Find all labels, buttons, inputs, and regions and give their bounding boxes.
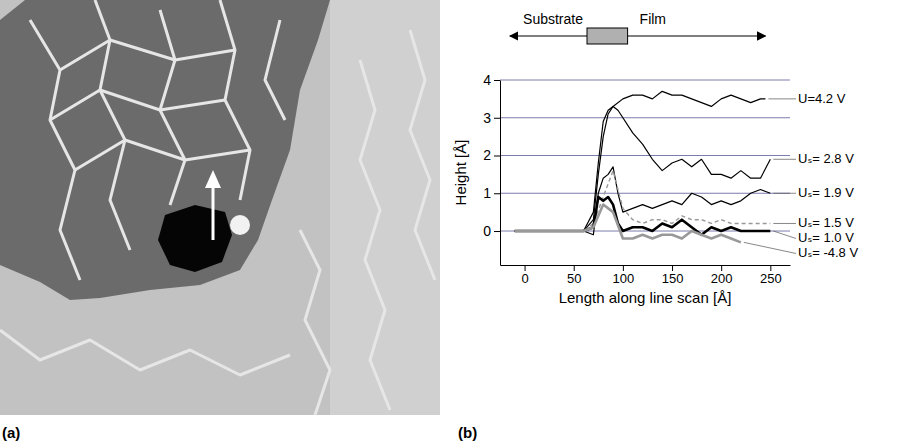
y-tick-mark (494, 118, 500, 119)
series-line (515, 91, 766, 231)
series-line (515, 106, 771, 231)
label-leader (773, 193, 796, 194)
y-tick-mark (494, 80, 500, 81)
y-tick-label: 4 (483, 72, 491, 88)
grid-line (500, 80, 790, 81)
x-tick-mark (672, 265, 673, 271)
y-axis: 0 1 2 3 4 (483, 72, 500, 266)
series-label: Uₛ= 2.8 V (798, 151, 854, 166)
x-tick-label: 200 (711, 271, 733, 286)
step-edge (360, 60, 390, 410)
x-tick-mark (574, 265, 575, 271)
y-tick: 1 (483, 185, 500, 201)
x-tick-mark (525, 265, 526, 271)
step-edge (30, 20, 80, 280)
x-tick-label: 150 (662, 271, 684, 286)
x-tick-label: 0 (521, 271, 528, 286)
y-tick-label: 2 (483, 147, 491, 163)
y-axis-line (500, 81, 501, 266)
x-tick: 0 (521, 265, 528, 286)
x-axis-title: Length along line scan [Å] (559, 289, 732, 306)
x-axis: 0 50 100 150 200 250 (501, 265, 791, 286)
y-tick: 0 (483, 223, 500, 239)
series-label: Uₛ= 1.5 V (798, 215, 854, 230)
region-arrow (510, 35, 766, 36)
stm-image (0, 0, 440, 415)
y-tick: 3 (483, 110, 500, 126)
hole (158, 205, 232, 272)
series-label: Uₛ= 1.9 V (798, 185, 854, 200)
chart: 0 50 100 150 200 250 0 1 2 3 4 Length along line sc… (452, 11, 858, 306)
series-line (515, 197, 771, 235)
step-edge (265, 20, 285, 120)
step-edge (75, 140, 250, 170)
x-tick: 50 (567, 265, 581, 286)
step-edge (60, 40, 235, 70)
y-tick-label: 1 (483, 185, 491, 201)
x-tick: 200 (711, 265, 733, 286)
plot-lines (515, 91, 771, 242)
scan-arrow-head (205, 170, 221, 188)
image-region (330, 0, 440, 415)
x-tick: 100 (613, 265, 635, 286)
label-leader (768, 98, 796, 99)
step-edge (95, 0, 130, 250)
label-leader (773, 231, 796, 238)
x-tick: 250 (760, 265, 782, 286)
label-leader (773, 223, 796, 224)
image-background (0, 0, 440, 415)
series-label: Uₛ= 1.0 V (798, 230, 854, 245)
series-label: Uₛ= -4.8 V (798, 245, 858, 260)
step-edge (300, 230, 330, 415)
y-tick: 2 (483, 147, 500, 163)
x-tick-label: 250 (760, 271, 782, 286)
x-tick-mark (770, 265, 771, 271)
step-edge (50, 90, 225, 120)
y-tick-mark (494, 193, 500, 194)
series-line (515, 205, 741, 243)
panel-label: (b) (458, 424, 477, 441)
y-tick: 4 (483, 72, 500, 88)
series-line (515, 171, 771, 231)
x-tick-mark (721, 265, 722, 271)
panel-label: (a) (2, 424, 20, 441)
y-tick-label: 3 (483, 110, 491, 126)
y-tick-mark (494, 231, 500, 232)
bright-spot (230, 215, 250, 235)
y-tick-label: 0 (483, 223, 491, 239)
film-region (0, 0, 330, 300)
y-axis-title: Height [Å] (452, 140, 469, 206)
y-tick-mark (494, 156, 500, 157)
interface-box (587, 28, 628, 44)
step-edge (410, 30, 435, 280)
x-tick-label: 100 (613, 271, 635, 286)
x-tick-mark (623, 265, 624, 271)
annotation: Substrate (523, 11, 583, 27)
series-label: U=4.2 V (798, 91, 846, 106)
label-leader (773, 159, 796, 160)
series-line (515, 167, 771, 235)
label-leader (744, 242, 796, 253)
x-axis-line (501, 265, 791, 266)
grid-line (500, 155, 790, 156)
annotation: Film (640, 11, 666, 27)
scan-arrow (212, 185, 215, 240)
step-edge (0, 330, 290, 375)
x-tick-label: 50 (567, 271, 581, 286)
figure: (a) (b) 0 50 100 150 200 250 0 1 2 3 4 Length along l… (0, 0, 911, 447)
x-tick: 150 (662, 265, 684, 286)
grid-line (500, 193, 790, 194)
grid-line (500, 117, 790, 118)
